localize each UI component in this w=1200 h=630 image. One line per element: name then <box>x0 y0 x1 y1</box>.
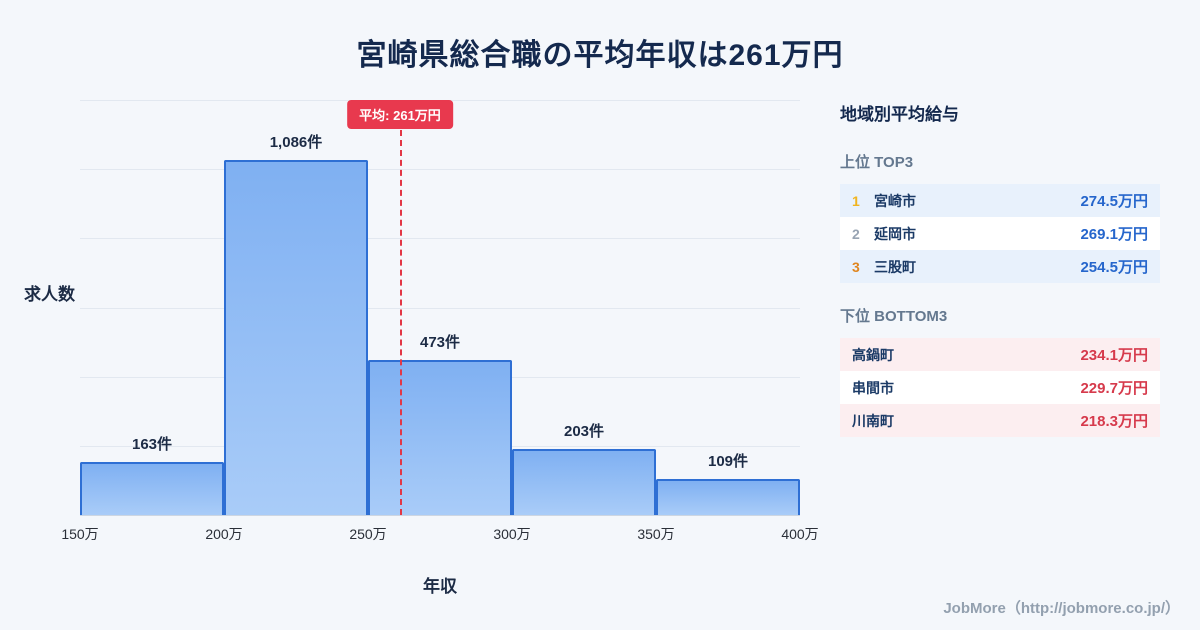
bottom3-table: 高鍋町 234.1万円串間市 229.7万円川南町 218.3万円 <box>840 338 1160 437</box>
region-row: 2 延岡市 269.1万円 <box>840 217 1160 250</box>
region-salary-value: 274.5万円 <box>1080 193 1148 210</box>
region-row: 串間市 229.7万円 <box>840 371 1160 404</box>
bar-value-label: 163件 <box>131 436 173 453</box>
x-tick-label: 400万 <box>781 526 819 542</box>
rank-number: 1 <box>852 192 860 209</box>
region-row: 1 宮崎市 274.5万円 <box>840 184 1160 217</box>
region-row: 3 三股町 254.5万円 <box>840 250 1160 283</box>
region-name: 串間市 <box>852 379 894 396</box>
rank-number: 2 <box>852 225 860 242</box>
histogram-bar <box>80 462 224 515</box>
average-line <box>400 130 402 515</box>
x-tick-label: 350万 <box>637 526 675 542</box>
footer-credit: JobMore（http://jobmore.co.jp/） <box>943 600 1180 617</box>
x-axis-title: 年収 <box>423 577 457 596</box>
region-salary-value: 269.1万円 <box>1080 226 1148 243</box>
region-row: 川南町 218.3万円 <box>840 404 1160 437</box>
x-tick-label: 200万 <box>205 526 243 542</box>
gridline <box>80 169 800 170</box>
average-badge: 平均: 261万円 <box>347 100 453 129</box>
gridline <box>80 308 800 309</box>
y-axis-label: 求人数 <box>24 285 75 304</box>
region-name: 川南町 <box>852 412 894 429</box>
top3-table: 1 宮崎市 274.5万円 2 延岡市 269.1万円 3 三股町 254.5万円 <box>840 184 1160 283</box>
x-axis-line <box>80 515 800 516</box>
bar-value-label: 1,086件 <box>269 134 323 151</box>
rank-number: 3 <box>852 258 860 275</box>
histogram-bar <box>368 360 512 515</box>
region-name: 高鍋町 <box>852 346 894 363</box>
x-tick-label: 150万 <box>61 526 99 542</box>
region-name: 延岡市 <box>874 225 916 242</box>
histogram-bar <box>224 160 368 515</box>
x-axis-ticks: 150万 200万 250万 300万 350万 400万 <box>61 524 818 544</box>
x-tick-label: 250万 <box>349 526 387 542</box>
top3-label: 上位 TOP3 <box>840 154 914 171</box>
sidebar-title: 地域別平均給与 <box>840 105 959 124</box>
region-row: 高鍋町 234.1万円 <box>840 338 1160 371</box>
histogram-plot: 163件 1,086件 473件 203件 109件 平均: 261万円 <box>80 100 800 516</box>
page-title: 宮崎県総合職の平均年収は261万円 <box>356 39 844 72</box>
bar-value-label: 203件 <box>563 423 605 440</box>
region-name: 宮崎市 <box>874 192 916 209</box>
region-salary-value: 218.3万円 <box>1080 413 1148 430</box>
bar-value-label: 473件 <box>419 334 461 351</box>
region-name: 三股町 <box>874 258 916 275</box>
histogram-bar <box>656 479 800 515</box>
x-tick-label: 300万 <box>493 526 531 542</box>
bar-value-label: 109件 <box>707 453 749 470</box>
bottom3-label: 下位 BOTTOM3 <box>840 308 948 325</box>
region-salary-value: 229.7万円 <box>1080 380 1148 397</box>
histogram-bar <box>512 449 656 515</box>
gridline <box>80 238 800 239</box>
region-salary-value: 234.1万円 <box>1080 347 1148 364</box>
region-salary-value: 254.5万円 <box>1080 259 1148 276</box>
region-salary-panel: 地域別平均給与 上位 TOP3 1 宮崎市 274.5万円 2 延岡市 269.1万円 3 三… <box>840 100 1160 459</box>
